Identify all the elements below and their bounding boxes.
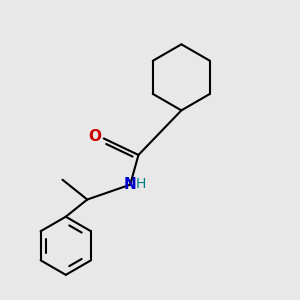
Text: N: N [124, 177, 136, 192]
Text: O: O [88, 129, 101, 144]
Text: H: H [136, 177, 146, 191]
